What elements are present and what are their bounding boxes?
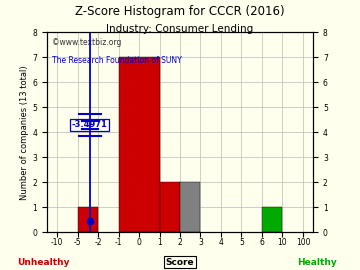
Bar [180,182,201,232]
Text: Score: Score [166,258,194,266]
Text: ©www.textbiz.org: ©www.textbiz.org [52,38,122,48]
Bar [77,207,98,232]
Text: Healthy: Healthy [297,258,337,266]
Text: Industry: Consumer Lending: Industry: Consumer Lending [106,24,254,34]
Text: -3.4971: -3.4971 [72,120,108,129]
Text: Z-Score Histogram for CCCR (2016): Z-Score Histogram for CCCR (2016) [75,5,285,18]
Bar [262,207,283,232]
Text: Unhealthy: Unhealthy [17,258,69,266]
Bar [118,58,159,232]
Text: The Research Foundation of SUNY: The Research Foundation of SUNY [52,56,182,65]
Y-axis label: Number of companies (13 total): Number of companies (13 total) [21,65,30,200]
Bar [159,182,180,232]
